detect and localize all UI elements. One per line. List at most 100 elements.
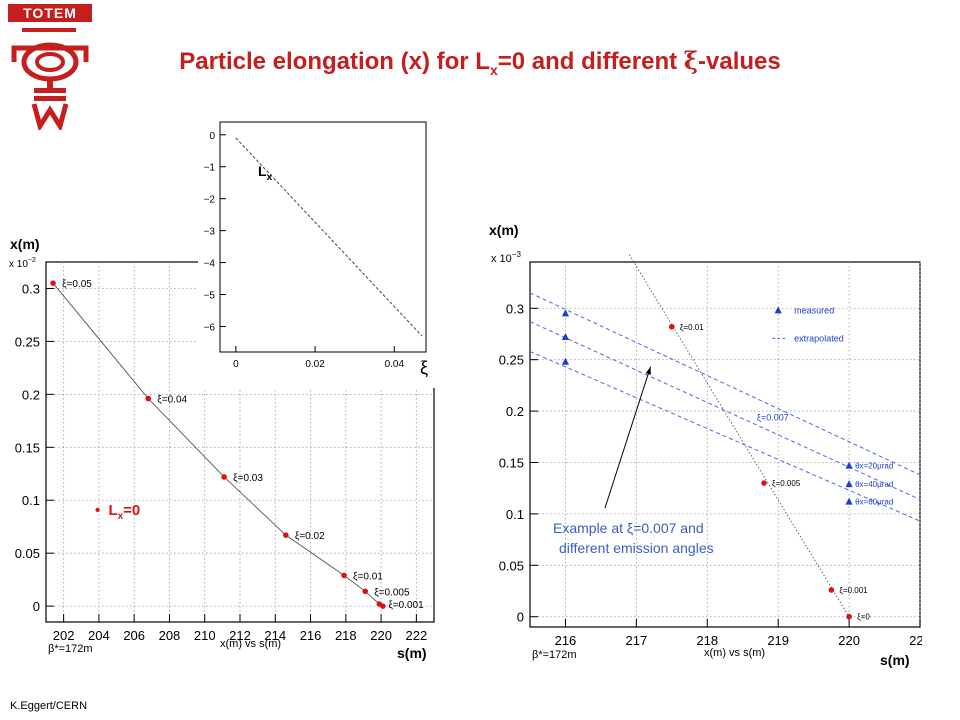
right-multiplier: x 10−3 <box>491 250 521 265</box>
left-point-label: ξ=0.02 <box>295 531 325 542</box>
right-xtick-label: 218 <box>696 633 718 648</box>
left-xtick-label: 208 <box>159 628 181 643</box>
left-data-point <box>50 280 56 286</box>
inset-ytick-label: 0 <box>209 131 215 142</box>
right-ytick-label: 0.2 <box>506 404 524 419</box>
right-plot-frame <box>529 261 921 628</box>
left-ytick-label: 0.15 <box>15 440 40 455</box>
inset-ticks: 0 0.02 0.04 0 −1 −2 −3 −4 −5 −6 <box>204 131 405 370</box>
left-xtick-label: 212 <box>229 628 251 643</box>
left-point-label: ξ=0.001 <box>388 600 424 611</box>
left-xtick-label: 206 <box>123 628 145 643</box>
right-ytick-label: 0.15 <box>499 455 524 470</box>
right-annotation: Example at ξ=0.007 and different emissio… <box>553 518 714 558</box>
right-measured-point <box>845 480 853 488</box>
right-xtick-label: 220 <box>838 633 860 648</box>
right-xtick-label: 221 <box>909 633 922 648</box>
title-post: -values <box>698 48 781 75</box>
totem-emblem <box>11 28 89 130</box>
inset-xtick-label: 0 <box>233 359 239 370</box>
right-measured-point <box>561 309 570 317</box>
inset-marks <box>235 137 423 337</box>
right-point-label: ξ=0.005 <box>772 479 801 488</box>
right-annotation-arrowhead <box>645 366 651 375</box>
left-point-label: ξ=0.01 <box>353 571 383 582</box>
inset-plot-frame <box>219 121 427 353</box>
right-measured-point <box>845 497 853 505</box>
right-beta: β*=172m <box>532 649 577 661</box>
title-pre: Particle elongation (x) for L <box>179 48 490 75</box>
inset-xtick-label: 0.02 <box>305 359 325 370</box>
right-legend-measured-marker <box>774 306 782 314</box>
right-ylabel: x(m) <box>489 222 519 238</box>
right-extrapolated-line <box>529 321 921 500</box>
right-chart: x 10−3 216 217 218 219 220 221 0 0.05 0.1 0.15 0.2… <box>491 250 922 661</box>
right-measured-point <box>845 461 853 469</box>
legend-bullet: • <box>95 502 101 519</box>
right-ticks: 216 217 218 219 220 221 0 0.05 0.1 0.15 0.2 0.25 0.3 <box>499 301 922 648</box>
legend-rest: =0 <box>123 502 141 519</box>
right-xi-trajectory <box>628 254 850 617</box>
right-annotation-arrow <box>604 366 652 509</box>
left-xtick-label: 214 <box>264 628 286 643</box>
right-ytick-label: 0.3 <box>506 301 524 316</box>
annotation-line2: different emission angles <box>559 540 714 556</box>
inset-ytick-label: −2 <box>204 195 216 206</box>
right-ytick-label: 0.05 <box>499 558 524 573</box>
left-curve <box>52 282 384 607</box>
left-xtick-label: 202 <box>53 628 75 643</box>
left-point-label: ξ=0.04 <box>157 395 187 406</box>
inset-ytick-label: −6 <box>204 322 216 333</box>
right-angle-label: θx=20μrad <box>855 462 893 471</box>
title-mid: =0 and different <box>497 48 684 75</box>
title-sub: x <box>489 61 498 78</box>
inset-chart: 0 0.02 0.04 0 −1 −2 −3 −4 −5 −6 Lx ξ <box>198 116 438 388</box>
left-ytick-label: 0.1 <box>22 493 40 508</box>
right-caption: x(m) vs s(m) <box>704 647 765 659</box>
right-data-point <box>846 613 852 620</box>
title-xi: ξ <box>683 46 699 75</box>
left-legend: • Lx=0 <box>95 502 140 522</box>
left-ytick-label: 0.2 <box>22 387 40 402</box>
right-data-point <box>761 480 767 486</box>
right-point-label: ξ=0 <box>857 613 870 622</box>
slide-title: Particle elongation (x) for Lx=0 and dif… <box>0 46 960 78</box>
author-credit: K.Eggert/CERN <box>10 700 88 712</box>
right-xi-label: ξ=0.007 <box>757 412 789 422</box>
left-xtick-label: 210 <box>194 628 216 643</box>
right-angle-label: θx=60μrad <box>855 498 893 507</box>
right-legend-extrap-text: extrapolated <box>794 333 844 343</box>
right-marks: ξ=0.01 ξ=0.005 ξ=0.001 ξ=0 θx=20μrad θx=40μra… <box>529 254 921 622</box>
left-ytick-label: 0.25 <box>15 334 40 349</box>
left-data-point <box>362 588 369 595</box>
right-extrapolated-line <box>529 292 921 476</box>
left-marks: ξ=0.05 ξ=0.04 ξ=0.03 ξ=0.02 ξ=0.01 ξ=0.005 ξ=0… <box>50 279 424 611</box>
left-ytick-label: 0.3 <box>22 281 40 296</box>
left-xtick-label: 216 <box>300 628 322 643</box>
right-xtick-label: 219 <box>767 633 789 648</box>
left-xtick-label: 222 <box>406 628 428 643</box>
left-point-label: ξ=0.005 <box>374 587 410 598</box>
left-ticks: 202 204 206 208 210 212 214 216 218 220 222 0 0.05 0.… <box>15 281 428 643</box>
inset-xtick-label: 0.04 <box>385 359 405 370</box>
inset-lx-curve <box>235 137 423 337</box>
left-data-point <box>341 572 347 579</box>
inset-ytick-label: −5 <box>204 291 216 302</box>
right-point-label: ξ=0.01 <box>680 323 704 332</box>
annotation-line1: Example at ξ=0.007 and <box>553 520 704 536</box>
right-ytick-label: 0.1 <box>506 507 524 522</box>
right-point-label: ξ=0.001 <box>839 586 868 595</box>
right-ytick-label: 0 <box>517 610 524 625</box>
left-data-point <box>283 532 289 538</box>
left-ytick-label: 0 <box>33 599 40 614</box>
left-caption: x(m) vs s(m) <box>220 638 281 650</box>
left-point-label: ξ=0.05 <box>62 279 92 290</box>
left-data-point <box>221 474 227 480</box>
right-grid <box>530 262 921 627</box>
left-ylabel: x(m) <box>10 236 40 252</box>
left-xlabel: s(m) <box>397 645 427 661</box>
right-ytick-label: 0.25 <box>499 353 524 368</box>
inset-ytick-label: −1 <box>204 163 216 174</box>
left-point-label: ξ=0.03 <box>233 473 263 484</box>
right-data-point <box>669 323 675 330</box>
